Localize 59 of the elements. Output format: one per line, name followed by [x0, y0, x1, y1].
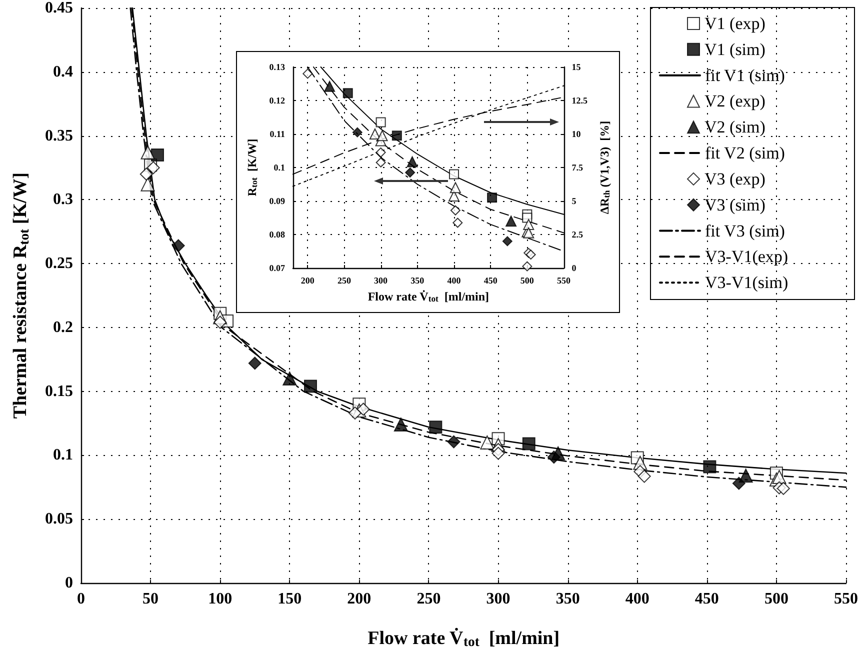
y2-tick-label: 0: [572, 263, 577, 273]
legend-label: V3 (exp): [704, 169, 766, 188]
y-tick-label: 0.45: [45, 0, 73, 16]
x-tick-label: 450: [484, 276, 498, 286]
legend-label: V3 (sim): [704, 195, 766, 214]
legend-label: V2 (sim): [704, 118, 766, 137]
x-tick-label: 100: [208, 590, 232, 608]
y2-tick-label: 7.5: [572, 162, 584, 172]
y2-tick-label: 5: [572, 196, 577, 206]
y-tick-label: 0.08: [269, 230, 286, 240]
x-tick-label: 500: [764, 590, 788, 608]
y-tick-label: 0.1: [274, 162, 286, 172]
x-tick-label: 150: [278, 590, 302, 608]
y-tick-label: 0.35: [45, 127, 73, 144]
x-tick-label: 0: [77, 590, 85, 608]
y-tick-label: 0.2: [53, 318, 73, 336]
x-tick-label: 450: [694, 590, 719, 608]
y-axis-title: Rtot [K/W]: [244, 138, 259, 196]
y-tick-label: 0.09: [269, 196, 286, 206]
legend-label: V1 (exp): [704, 14, 766, 33]
y-tick-label: 0.11: [270, 129, 286, 139]
y-tick-label: 0: [65, 574, 73, 592]
y-tick-label: 0.07: [269, 263, 286, 273]
x-tick-label: 350: [410, 276, 425, 286]
x-tick-label: 550: [557, 276, 571, 286]
legend-label: V2 (exp): [704, 92, 766, 111]
y-tick-label: 0.1: [53, 446, 73, 464]
y-tick-label: 0.25: [45, 255, 73, 272]
x-tick-label: 550: [834, 590, 858, 608]
legend-label: V1 (sim): [704, 40, 766, 59]
y2-tick-label: 15: [572, 62, 582, 72]
y-tick-label: 0.13: [269, 62, 286, 72]
x-tick-label: 350: [556, 590, 580, 608]
legend-label: fit V1 (sim): [705, 66, 785, 85]
x-tick-label: 250: [416, 590, 441, 608]
x-tick-label: 300: [374, 276, 388, 286]
legend-label: fit V2 (sim): [705, 144, 785, 163]
x-tick-label: 400: [447, 276, 462, 286]
x-axis-title: Flow rate V̇tot [ml/min]: [368, 626, 560, 650]
y-tick-label: 0.3: [53, 191, 73, 208]
y2-axis-title: ΔRth (V1,V3) [%]: [597, 120, 612, 214]
x-tick-label: 500: [520, 276, 534, 286]
y-tick-label: 0.05: [45, 510, 73, 528]
x-tick-label: 400: [625, 590, 650, 608]
y-tick-label: 0.12: [269, 96, 286, 106]
text: V3-V1(sim): [705, 273, 788, 292]
y-axis-title: Thermal resistance Rtot [K/W]: [10, 172, 32, 419]
y-tick-label: 0.4: [53, 63, 73, 80]
x-tick-label: 300: [486, 590, 510, 608]
x-tick-label: 200: [300, 276, 315, 286]
x-axis-title: Flow rate V̇tot [ml/min]: [368, 290, 490, 304]
x-tick-label: 50: [142, 590, 159, 608]
y-tick-label: 0.15: [45, 382, 73, 400]
y2-tick-label: 2.5: [572, 230, 584, 240]
y2-tick-label: 10: [572, 129, 582, 139]
x-tick-label: 200: [347, 590, 372, 608]
y2-tick-label: 12.5: [572, 96, 588, 106]
x-tick-label: 250: [337, 276, 352, 286]
text: V3-V1(exp): [705, 247, 788, 266]
